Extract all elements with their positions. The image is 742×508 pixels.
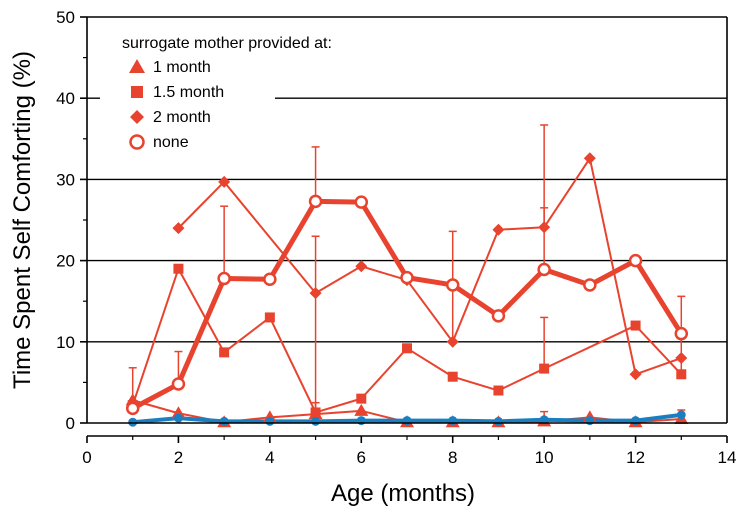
legend-title: surrogate mother provided at: bbox=[122, 35, 332, 52]
axes: 0 10 20 30 40 50 0 2 4 6 8 10 12 14 bbox=[56, 8, 736, 467]
x-tick-label-10: 10 bbox=[535, 448, 554, 467]
marker-none bbox=[354, 195, 369, 209]
marker-series-4 bbox=[356, 416, 366, 426]
marker-series-4 bbox=[128, 417, 138, 427]
y-tick-label-30: 30 bbox=[56, 170, 75, 189]
legend-label-2-month: 2 month bbox=[153, 109, 211, 126]
marker-2-month bbox=[446, 335, 459, 348]
marker-series-4 bbox=[219, 416, 229, 426]
legend-label-none: none bbox=[153, 134, 189, 151]
marker-1-5-month bbox=[219, 347, 230, 358]
marker-2-month bbox=[309, 287, 322, 300]
marker-none bbox=[628, 253, 643, 268]
marker-series-4 bbox=[265, 416, 275, 426]
marker-none bbox=[491, 309, 506, 323]
marker-1-month bbox=[354, 403, 369, 416]
y-axis-title: Time Spent Self Comforting (%) bbox=[9, 51, 36, 389]
marker-2-month bbox=[629, 368, 642, 381]
series-markers bbox=[125, 152, 689, 428]
marker-none bbox=[263, 272, 277, 287]
marker-1-5-month bbox=[493, 385, 504, 396]
marker-2-month bbox=[538, 221, 551, 234]
marker-2-month bbox=[218, 175, 231, 188]
marker-2-month bbox=[675, 352, 688, 365]
marker-none bbox=[308, 194, 323, 209]
legend-label-1-month: 1 month bbox=[153, 59, 211, 76]
marker-none bbox=[217, 271, 231, 286]
series-lines bbox=[131, 157, 684, 425]
legend-marker-1-month bbox=[129, 59, 145, 73]
x-tick-label-12: 12 bbox=[626, 448, 645, 467]
legend: surrogate mother provided at: 1 month 1.5… bbox=[100, 26, 332, 160]
marker-2-month bbox=[583, 152, 596, 165]
y-tick-label-0: 0 bbox=[66, 414, 75, 433]
y-tick-label-10: 10 bbox=[56, 333, 75, 352]
x-tick-label-14: 14 bbox=[718, 448, 737, 467]
marker-1-5-month bbox=[539, 363, 550, 374]
legend-marker-2-month bbox=[130, 110, 144, 124]
y-tick-label-20: 20 bbox=[56, 252, 75, 271]
marker-none bbox=[583, 278, 597, 292]
marker-series-4 bbox=[585, 416, 595, 426]
marker-series-4 bbox=[311, 416, 321, 426]
marker-2-month bbox=[355, 260, 368, 273]
legend-label-1-5-month: 1.5 month bbox=[153, 84, 224, 101]
marker-series-4 bbox=[173, 413, 183, 423]
legend-marker-none bbox=[129, 134, 145, 150]
marker-none bbox=[537, 262, 551, 277]
x-tick-label-8: 8 bbox=[448, 448, 457, 467]
marker-series-4 bbox=[448, 416, 458, 426]
legend-marker-1-5-month bbox=[131, 86, 143, 98]
marker-1-5-month bbox=[402, 343, 412, 354]
marker-series-4 bbox=[539, 415, 549, 425]
marker-2-month bbox=[492, 223, 505, 236]
marker-series-4 bbox=[631, 416, 641, 426]
x-tick-label-2: 2 bbox=[174, 448, 183, 467]
marker-1-5-month bbox=[264, 312, 275, 323]
marker-2-month bbox=[172, 222, 185, 235]
marker-series-4 bbox=[402, 416, 412, 426]
marker-none bbox=[400, 270, 414, 285]
marker-1-5-month bbox=[447, 371, 458, 382]
marker-series-4 bbox=[493, 416, 503, 426]
marker-1-5-month bbox=[310, 407, 321, 418]
marker-1-5-month bbox=[173, 263, 184, 274]
marker-1-5-month bbox=[356, 393, 367, 404]
y-tick-label-50: 50 bbox=[56, 8, 75, 27]
marker-series-4 bbox=[676, 410, 686, 420]
x-tick-label-6: 6 bbox=[357, 448, 366, 467]
x-tick-label-0: 0 bbox=[82, 448, 91, 467]
y-tick-label-40: 40 bbox=[56, 89, 75, 108]
marker-1-month bbox=[171, 406, 186, 419]
x-axis-title: Age (months) bbox=[331, 480, 475, 507]
marker-none bbox=[171, 377, 186, 391]
marker-1-5-month bbox=[630, 320, 641, 331]
legend-background bbox=[100, 26, 275, 160]
marker-none bbox=[445, 278, 460, 292]
series-line-none bbox=[131, 198, 684, 411]
marker-none bbox=[125, 401, 140, 416]
x-tick-label-4: 4 bbox=[265, 448, 274, 467]
marker-1-5-month bbox=[676, 369, 687, 380]
marker-none bbox=[674, 326, 689, 341]
series-line-1-5-month bbox=[131, 267, 683, 414]
